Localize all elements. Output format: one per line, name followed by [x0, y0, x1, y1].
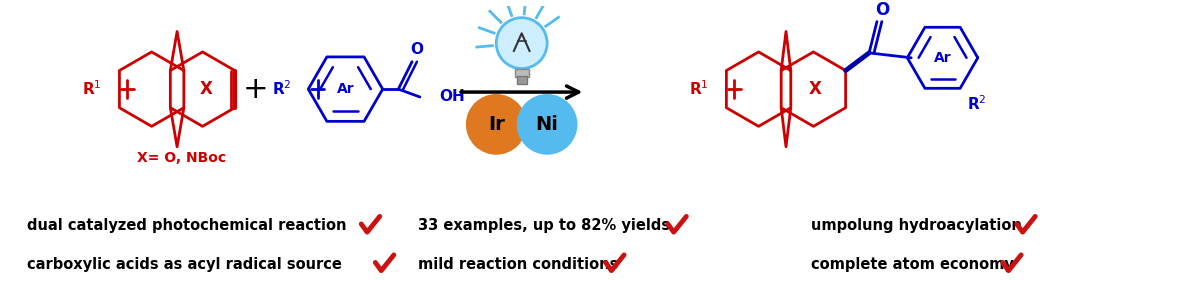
Bar [516, 76, 527, 84]
Text: R$^1$: R$^1$ [689, 80, 708, 98]
Ellipse shape [517, 94, 577, 155]
Text: Ni: Ni [535, 115, 558, 134]
Text: OH: OH [439, 89, 466, 105]
Text: carboxylic acids as acyl radical source: carboxylic acids as acyl radical source [26, 257, 342, 272]
Text: complete atom economy: complete atom economy [811, 257, 1014, 272]
Text: mild reaction conditions: mild reaction conditions [418, 257, 618, 272]
Text: X: X [809, 80, 822, 98]
Bar [515, 69, 528, 77]
Circle shape [497, 18, 547, 69]
Text: Ar: Ar [337, 82, 354, 96]
Text: R$^2$: R$^2$ [272, 80, 292, 98]
Text: umpolung hydroacylation: umpolung hydroacylation [811, 219, 1022, 234]
Ellipse shape [466, 94, 527, 155]
Text: R$^1$: R$^1$ [82, 80, 102, 98]
Text: Ir: Ir [488, 115, 505, 134]
Text: O: O [410, 42, 424, 58]
Text: X= O, NBoc: X= O, NBoc [138, 151, 227, 165]
Text: 33 examples, up to 82% yields: 33 examples, up to 82% yields [418, 219, 670, 234]
Text: Ar: Ar [934, 51, 952, 65]
Text: R$^2$: R$^2$ [967, 94, 986, 113]
Text: dual catalyzed photochemical reaction: dual catalyzed photochemical reaction [26, 219, 347, 234]
Text: O: O [875, 1, 889, 19]
Text: X: X [200, 80, 212, 98]
Text: +: + [242, 75, 269, 104]
